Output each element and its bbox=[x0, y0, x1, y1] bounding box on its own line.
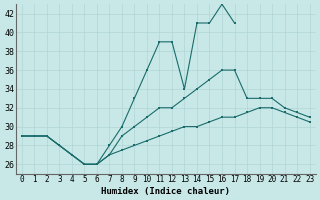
X-axis label: Humidex (Indice chaleur): Humidex (Indice chaleur) bbox=[101, 187, 230, 196]
